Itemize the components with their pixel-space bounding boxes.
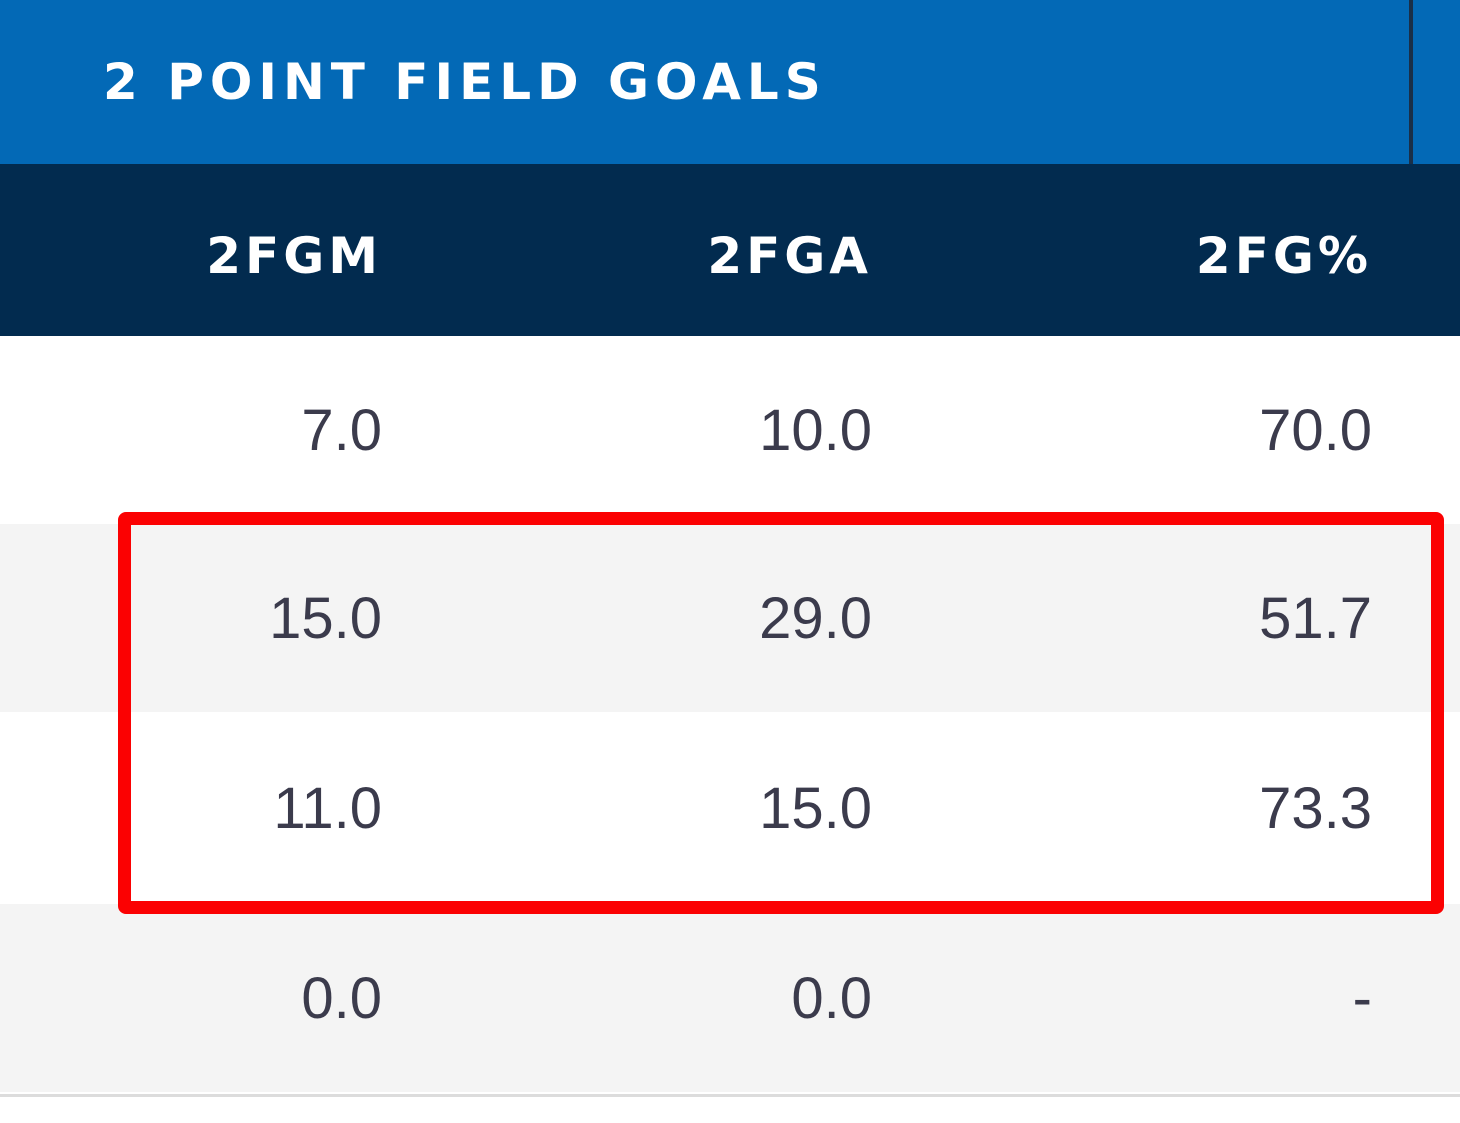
cell-2fg-pct: - [1352, 966, 1372, 1031]
cell-2fg-pct: 51.7 [1259, 586, 1372, 651]
table-row: 15.0 29.0 51.7 [0, 524, 1460, 712]
cell-2fga: 0.0 [791, 966, 872, 1031]
cell-2fgm: 7.0 [301, 398, 382, 463]
column-header-row: 2FGM 2FGA 2FG% [0, 164, 1460, 336]
cell-2fg-pct: 70.0 [1259, 398, 1372, 463]
cell-2fgm: 11.0 [273, 776, 382, 841]
cell-2fga: 15.0 [759, 776, 872, 841]
table-bottom-border [0, 1094, 1460, 1097]
table-row: 0.0 0.0 - [0, 904, 1460, 1092]
section-title: 2 POINT FIELD GOALS [103, 53, 827, 111]
cell-2fga: 10.0 [759, 398, 872, 463]
section-header: 2 POINT FIELD GOALS [0, 0, 1460, 164]
column-header-2fga[interactable]: 2FGA [707, 227, 872, 285]
table-row: 7.0 10.0 70.0 [0, 336, 1460, 524]
column-header-2fg-pct[interactable]: 2FG% [1195, 227, 1372, 285]
cell-2fg-pct: 73.3 [1259, 776, 1372, 841]
cell-2fgm: 0.0 [301, 966, 382, 1031]
table-row: 11.0 15.0 73.3 [0, 714, 1460, 902]
cell-2fga: 29.0 [759, 586, 872, 651]
column-header-2fgm[interactable]: 2FGM [206, 227, 382, 285]
cell-2fgm: 15.0 [269, 586, 382, 651]
header-divider [1409, 0, 1413, 164]
